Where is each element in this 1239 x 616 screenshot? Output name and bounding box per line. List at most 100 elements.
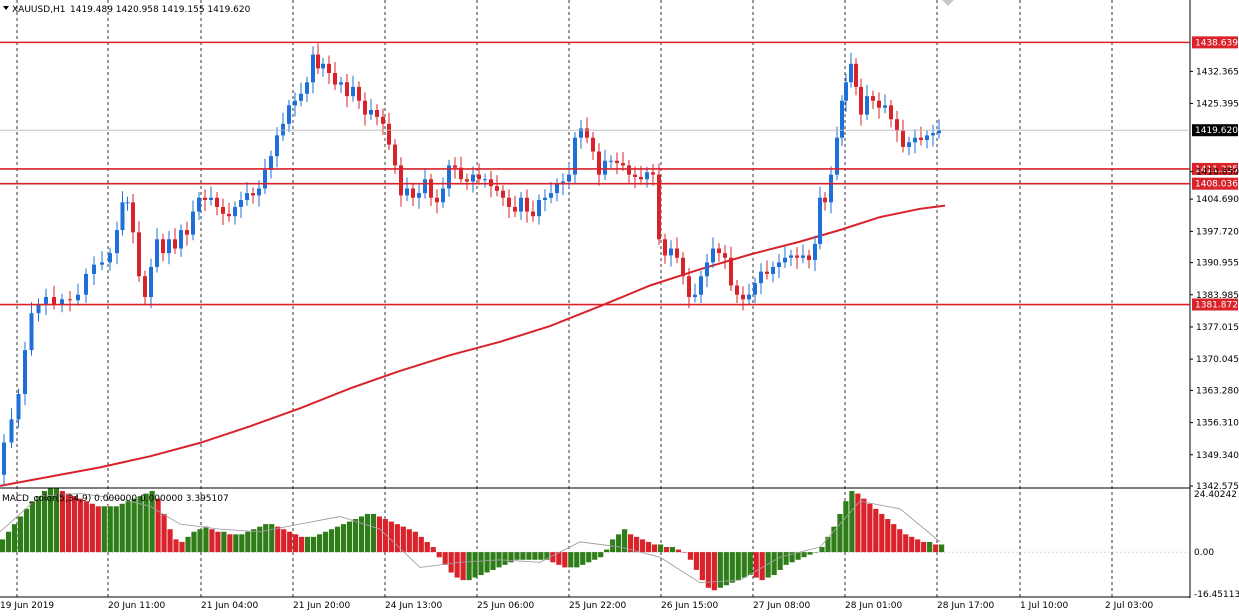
moving-average-layer xyxy=(0,204,946,487)
macd-bar-59 xyxy=(352,519,359,553)
macd-bar-155 xyxy=(927,541,933,553)
candle-body xyxy=(844,82,848,101)
candle-body xyxy=(131,202,135,233)
candle-body xyxy=(167,239,171,254)
level-label-bg xyxy=(1192,36,1238,49)
candle-body xyxy=(549,193,553,198)
candle-body xyxy=(459,167,463,180)
candle-141 xyxy=(854,58,858,96)
macd-bar-142 xyxy=(849,491,855,553)
candle-body xyxy=(889,105,893,120)
candle-body xyxy=(197,197,201,212)
candle-body xyxy=(829,174,833,203)
x-tick-label-11: 1 Jul 10:00 xyxy=(1020,601,1069,611)
candle-body xyxy=(60,299,64,304)
macd-bar-7 xyxy=(41,491,48,553)
candle-body xyxy=(699,276,703,295)
macd-bar-47 xyxy=(281,529,287,553)
macd-bar-75 xyxy=(448,552,454,573)
candle-9 xyxy=(60,293,64,313)
candle-52 xyxy=(327,55,331,85)
candle-body xyxy=(651,172,655,175)
y-tick-label-7: 1377.015 xyxy=(1196,323,1239,333)
candle-body xyxy=(327,63,331,74)
candle-111 xyxy=(681,252,685,285)
macd-bar-9 xyxy=(53,488,60,553)
macd-bar-149 xyxy=(891,524,897,553)
candle-body xyxy=(137,232,141,277)
y-tick-label-11: 1349.340 xyxy=(1196,451,1239,461)
candle-body xyxy=(627,165,631,175)
candle-body xyxy=(227,213,231,217)
macd-bar-71 xyxy=(424,541,430,553)
levels-layer: 1438.639 1411.235 1408.036 1381.872 1419.620 xyxy=(0,36,1238,311)
macd-bar-35 xyxy=(209,529,215,553)
macd-bar-121 xyxy=(723,552,729,586)
macd-bar-2 xyxy=(11,524,18,553)
candle-body xyxy=(281,123,285,136)
macd-bar-6 xyxy=(35,496,42,553)
candle-body xyxy=(871,96,875,101)
macd-bar-20 xyxy=(119,503,125,553)
y-tick-label-6: 1383.985 xyxy=(1196,291,1239,301)
candle-body xyxy=(919,137,923,140)
candle-132 xyxy=(807,249,811,269)
candle-131 xyxy=(801,244,805,264)
candle-118 xyxy=(723,244,727,269)
macd-bar-134 xyxy=(801,552,807,558)
candle-60 xyxy=(375,104,379,126)
level-label-text: 1411.235 xyxy=(1195,165,1238,175)
macd-bar-45 xyxy=(269,524,275,553)
macd-bar-51 xyxy=(305,536,311,553)
macd-bar-11 xyxy=(65,493,71,553)
candle-body xyxy=(36,303,41,314)
candle-17 xyxy=(120,191,125,236)
macd-bar-144 xyxy=(861,498,867,553)
candle-1 xyxy=(2,434,6,486)
candle-21 xyxy=(143,270,147,306)
candle-body xyxy=(417,193,421,198)
candle-body xyxy=(321,63,325,69)
candle-body xyxy=(693,294,697,298)
macd-bar-52 xyxy=(311,536,317,553)
candle-body xyxy=(931,133,935,136)
candle-93 xyxy=(573,132,577,183)
macd-bar-129 xyxy=(771,552,777,576)
level-label-1: 1411.235 xyxy=(1192,162,1238,175)
y-tick-label-1: 1425.395 xyxy=(1196,100,1239,110)
candle-28 xyxy=(185,221,189,246)
candle-56 xyxy=(351,75,355,102)
candle-body xyxy=(173,239,177,249)
macd-bar-73 xyxy=(436,552,442,558)
shift-marker-icon[interactable] xyxy=(942,0,954,6)
macd-bar-87 xyxy=(520,552,526,560)
macd-bar-82 xyxy=(490,552,496,570)
macd-bar-116 xyxy=(693,552,699,570)
macd-bar-30 xyxy=(179,541,185,553)
candle-body xyxy=(357,86,361,101)
candle-body xyxy=(483,179,487,181)
candle-body xyxy=(591,137,595,152)
candle-body xyxy=(287,105,291,124)
candle-body xyxy=(275,135,279,157)
macd-bar-3 xyxy=(17,516,24,553)
candle-body xyxy=(143,276,147,298)
macd-bar-42 xyxy=(251,529,257,553)
candle-139 xyxy=(844,73,848,112)
macd-bar-24 xyxy=(143,493,149,553)
candle-35 xyxy=(227,202,231,222)
candle-body xyxy=(215,197,219,207)
macd-bar-40 xyxy=(239,534,245,553)
candle-129 xyxy=(789,249,793,267)
candle-body xyxy=(441,188,445,203)
candle-body xyxy=(537,200,541,217)
candle-body xyxy=(561,181,565,184)
candle-30 xyxy=(197,192,201,220)
macd-bar-152 xyxy=(909,536,915,553)
x-tick-label-7: 26 Jun 15:00 xyxy=(661,601,718,611)
macd-bar-100 xyxy=(598,552,604,558)
menu-triangle-icon[interactable] xyxy=(3,6,9,10)
macd-bar-112 xyxy=(669,547,676,553)
